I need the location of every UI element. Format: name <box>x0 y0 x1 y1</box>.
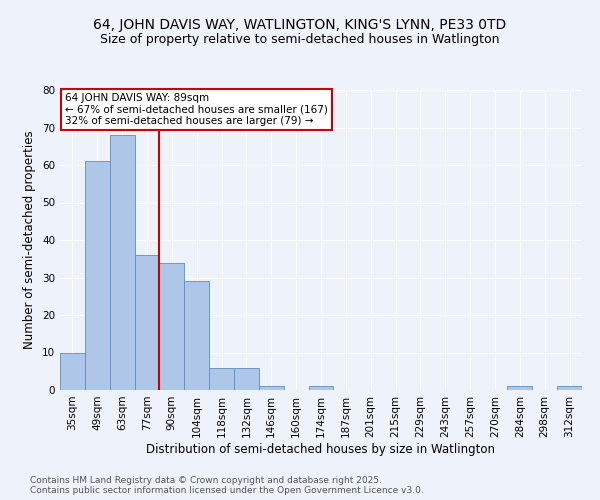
Bar <box>134 255 160 390</box>
X-axis label: Distribution of semi-detached houses by size in Watlington: Distribution of semi-detached houses by … <box>146 442 496 456</box>
Bar <box>209 368 234 390</box>
Bar <box>85 161 110 390</box>
Bar <box>234 368 259 390</box>
Text: 64, JOHN DAVIS WAY, WATLINGTON, KING'S LYNN, PE33 0TD: 64, JOHN DAVIS WAY, WATLINGTON, KING'S L… <box>94 18 506 32</box>
Text: 64 JOHN DAVIS WAY: 89sqm
← 67% of semi-detached houses are smaller (167)
32% of : 64 JOHN DAVIS WAY: 89sqm ← 67% of semi-d… <box>65 93 328 126</box>
Bar <box>110 135 134 390</box>
Bar <box>508 386 532 390</box>
Bar <box>60 352 85 390</box>
Bar <box>259 386 284 390</box>
Bar <box>308 386 334 390</box>
Y-axis label: Number of semi-detached properties: Number of semi-detached properties <box>23 130 37 350</box>
Bar <box>557 386 582 390</box>
Bar <box>184 281 209 390</box>
Text: Contains HM Land Registry data © Crown copyright and database right 2025.
Contai: Contains HM Land Registry data © Crown c… <box>30 476 424 495</box>
Bar <box>160 262 184 390</box>
Text: Size of property relative to semi-detached houses in Watlington: Size of property relative to semi-detach… <box>100 32 500 46</box>
